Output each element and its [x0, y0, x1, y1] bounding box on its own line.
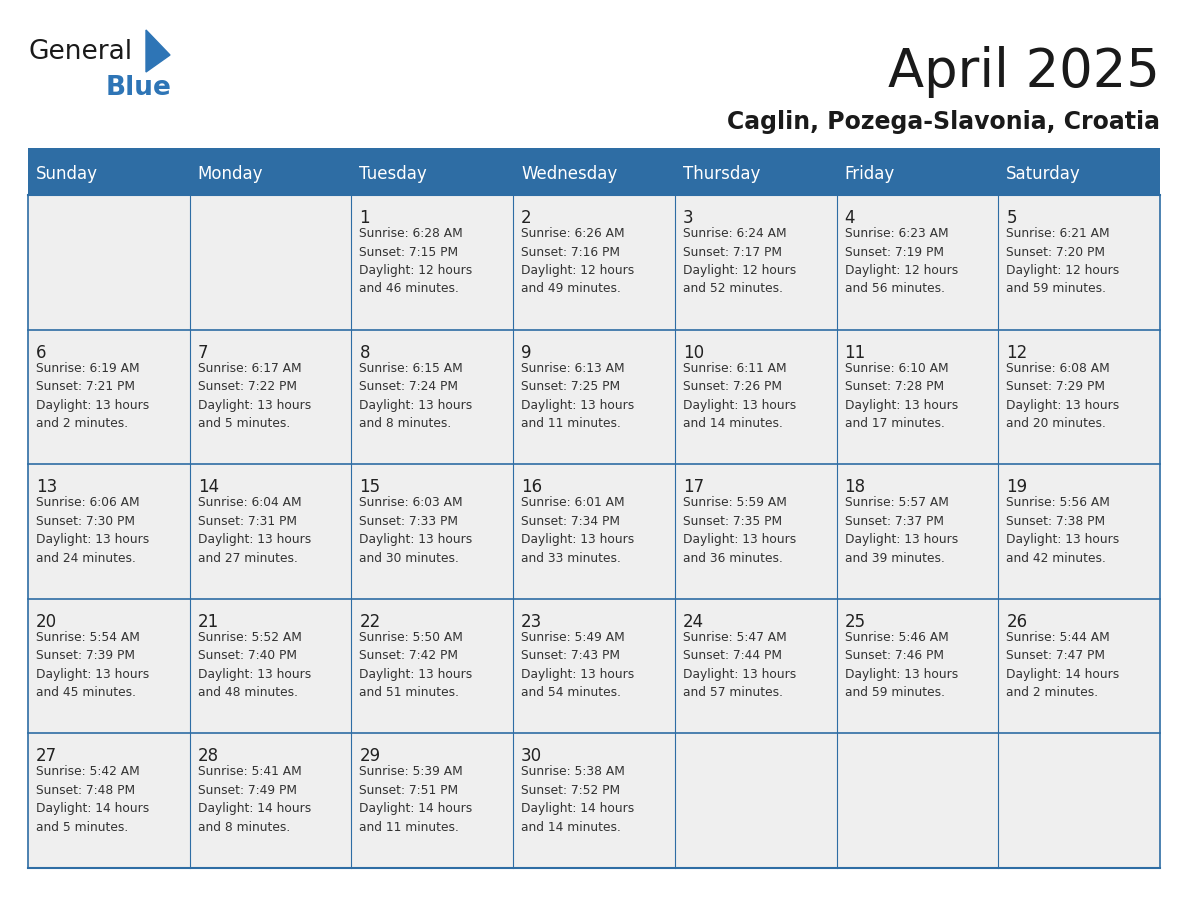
Text: Sunrise: 6:01 AM
Sunset: 7:34 PM
Daylight: 13 hours
and 33 minutes.: Sunrise: 6:01 AM Sunset: 7:34 PM Dayligh… — [522, 497, 634, 565]
Text: Sunrise: 5:54 AM
Sunset: 7:39 PM
Daylight: 13 hours
and 45 minutes.: Sunrise: 5:54 AM Sunset: 7:39 PM Dayligh… — [36, 631, 150, 700]
Text: Blue: Blue — [106, 75, 172, 101]
Text: 15: 15 — [360, 478, 380, 497]
Text: Sunrise: 5:56 AM
Sunset: 7:38 PM
Daylight: 13 hours
and 42 minutes.: Sunrise: 5:56 AM Sunset: 7:38 PM Dayligh… — [1006, 497, 1119, 565]
Text: Sunrise: 6:10 AM
Sunset: 7:28 PM
Daylight: 13 hours
and 17 minutes.: Sunrise: 6:10 AM Sunset: 7:28 PM Dayligh… — [845, 362, 958, 431]
Text: Sunrise: 6:15 AM
Sunset: 7:24 PM
Daylight: 13 hours
and 8 minutes.: Sunrise: 6:15 AM Sunset: 7:24 PM Dayligh… — [360, 362, 473, 431]
Text: Friday: Friday — [845, 165, 895, 183]
Bar — [29, 153, 1159, 195]
Text: 6: 6 — [36, 343, 46, 362]
Text: Sunrise: 6:04 AM
Sunset: 7:31 PM
Daylight: 13 hours
and 27 minutes.: Sunrise: 6:04 AM Sunset: 7:31 PM Dayligh… — [197, 497, 311, 565]
Text: Caglin, Pozega-Slavonia, Croatia: Caglin, Pozega-Slavonia, Croatia — [727, 110, 1159, 134]
Text: Sunrise: 5:57 AM
Sunset: 7:37 PM
Daylight: 13 hours
and 39 minutes.: Sunrise: 5:57 AM Sunset: 7:37 PM Dayligh… — [845, 497, 958, 565]
Text: Sunrise: 5:44 AM
Sunset: 7:47 PM
Daylight: 14 hours
and 2 minutes.: Sunrise: 5:44 AM Sunset: 7:47 PM Dayligh… — [1006, 631, 1119, 700]
Text: 4: 4 — [845, 209, 855, 227]
Bar — [29, 733, 1159, 868]
Text: Sunrise: 5:41 AM
Sunset: 7:49 PM
Daylight: 14 hours
and 8 minutes.: Sunrise: 5:41 AM Sunset: 7:49 PM Dayligh… — [197, 766, 311, 834]
Text: Thursday: Thursday — [683, 165, 760, 183]
Bar — [29, 195, 1159, 330]
Text: Sunrise: 6:28 AM
Sunset: 7:15 PM
Daylight: 12 hours
and 46 minutes.: Sunrise: 6:28 AM Sunset: 7:15 PM Dayligh… — [360, 227, 473, 296]
Text: 10: 10 — [683, 343, 704, 362]
Bar — [29, 148, 1159, 153]
Text: 28: 28 — [197, 747, 219, 766]
Text: 22: 22 — [360, 613, 380, 631]
Text: 17: 17 — [683, 478, 704, 497]
Text: Sunday: Sunday — [36, 165, 97, 183]
Text: Sunrise: 5:46 AM
Sunset: 7:46 PM
Daylight: 13 hours
and 59 minutes.: Sunrise: 5:46 AM Sunset: 7:46 PM Dayligh… — [845, 631, 958, 700]
Text: 14: 14 — [197, 478, 219, 497]
Text: Sunrise: 6:26 AM
Sunset: 7:16 PM
Daylight: 12 hours
and 49 minutes.: Sunrise: 6:26 AM Sunset: 7:16 PM Dayligh… — [522, 227, 634, 296]
Text: Sunrise: 6:13 AM
Sunset: 7:25 PM
Daylight: 13 hours
and 11 minutes.: Sunrise: 6:13 AM Sunset: 7:25 PM Dayligh… — [522, 362, 634, 431]
Text: 1: 1 — [360, 209, 369, 227]
Text: Sunrise: 5:39 AM
Sunset: 7:51 PM
Daylight: 14 hours
and 11 minutes.: Sunrise: 5:39 AM Sunset: 7:51 PM Dayligh… — [360, 766, 473, 834]
Text: Sunrise: 5:59 AM
Sunset: 7:35 PM
Daylight: 13 hours
and 36 minutes.: Sunrise: 5:59 AM Sunset: 7:35 PM Dayligh… — [683, 497, 796, 565]
Text: Sunrise: 5:49 AM
Sunset: 7:43 PM
Daylight: 13 hours
and 54 minutes.: Sunrise: 5:49 AM Sunset: 7:43 PM Dayligh… — [522, 631, 634, 700]
Text: 20: 20 — [36, 613, 57, 631]
Text: Monday: Monday — [197, 165, 264, 183]
Text: Sunrise: 5:47 AM
Sunset: 7:44 PM
Daylight: 13 hours
and 57 minutes.: Sunrise: 5:47 AM Sunset: 7:44 PM Dayligh… — [683, 631, 796, 700]
Text: 12: 12 — [1006, 343, 1028, 362]
Text: 18: 18 — [845, 478, 866, 497]
Text: 26: 26 — [1006, 613, 1028, 631]
Text: 11: 11 — [845, 343, 866, 362]
Text: 27: 27 — [36, 747, 57, 766]
Text: Sunrise: 5:42 AM
Sunset: 7:48 PM
Daylight: 14 hours
and 5 minutes.: Sunrise: 5:42 AM Sunset: 7:48 PM Dayligh… — [36, 766, 150, 834]
Text: 16: 16 — [522, 478, 542, 497]
Text: 7: 7 — [197, 343, 208, 362]
Text: Saturday: Saturday — [1006, 165, 1081, 183]
Text: 8: 8 — [360, 343, 369, 362]
Text: Sunrise: 6:21 AM
Sunset: 7:20 PM
Daylight: 12 hours
and 59 minutes.: Sunrise: 6:21 AM Sunset: 7:20 PM Dayligh… — [1006, 227, 1119, 296]
Text: Sunrise: 5:52 AM
Sunset: 7:40 PM
Daylight: 13 hours
and 48 minutes.: Sunrise: 5:52 AM Sunset: 7:40 PM Dayligh… — [197, 631, 311, 700]
Bar — [29, 330, 1159, 465]
Text: 3: 3 — [683, 209, 694, 227]
Text: Tuesday: Tuesday — [360, 165, 428, 183]
Text: 9: 9 — [522, 343, 532, 362]
Text: 24: 24 — [683, 613, 704, 631]
Text: 25: 25 — [845, 613, 866, 631]
Bar — [29, 465, 1159, 599]
Text: April 2025: April 2025 — [889, 46, 1159, 98]
Text: Sunrise: 6:11 AM
Sunset: 7:26 PM
Daylight: 13 hours
and 14 minutes.: Sunrise: 6:11 AM Sunset: 7:26 PM Dayligh… — [683, 362, 796, 431]
Text: Sunrise: 6:23 AM
Sunset: 7:19 PM
Daylight: 12 hours
and 56 minutes.: Sunrise: 6:23 AM Sunset: 7:19 PM Dayligh… — [845, 227, 958, 296]
Text: 5: 5 — [1006, 209, 1017, 227]
Text: Sunrise: 5:50 AM
Sunset: 7:42 PM
Daylight: 13 hours
and 51 minutes.: Sunrise: 5:50 AM Sunset: 7:42 PM Dayligh… — [360, 631, 473, 700]
Text: 13: 13 — [36, 478, 57, 497]
Text: 23: 23 — [522, 613, 543, 631]
Text: Sunrise: 6:06 AM
Sunset: 7:30 PM
Daylight: 13 hours
and 24 minutes.: Sunrise: 6:06 AM Sunset: 7:30 PM Dayligh… — [36, 497, 150, 565]
Text: Sunrise: 6:03 AM
Sunset: 7:33 PM
Daylight: 13 hours
and 30 minutes.: Sunrise: 6:03 AM Sunset: 7:33 PM Dayligh… — [360, 497, 473, 565]
Text: 29: 29 — [360, 747, 380, 766]
Text: 19: 19 — [1006, 478, 1028, 497]
Text: Sunrise: 6:08 AM
Sunset: 7:29 PM
Daylight: 13 hours
and 20 minutes.: Sunrise: 6:08 AM Sunset: 7:29 PM Dayligh… — [1006, 362, 1119, 431]
Polygon shape — [146, 30, 170, 72]
Bar — [29, 599, 1159, 733]
Text: General: General — [29, 39, 132, 65]
Text: Sunrise: 6:19 AM
Sunset: 7:21 PM
Daylight: 13 hours
and 2 minutes.: Sunrise: 6:19 AM Sunset: 7:21 PM Dayligh… — [36, 362, 150, 431]
Text: 30: 30 — [522, 747, 542, 766]
Text: Sunrise: 6:24 AM
Sunset: 7:17 PM
Daylight: 12 hours
and 52 minutes.: Sunrise: 6:24 AM Sunset: 7:17 PM Dayligh… — [683, 227, 796, 296]
Text: 2: 2 — [522, 209, 532, 227]
Text: Wednesday: Wednesday — [522, 165, 618, 183]
Text: Sunrise: 5:38 AM
Sunset: 7:52 PM
Daylight: 14 hours
and 14 minutes.: Sunrise: 5:38 AM Sunset: 7:52 PM Dayligh… — [522, 766, 634, 834]
Text: Sunrise: 6:17 AM
Sunset: 7:22 PM
Daylight: 13 hours
and 5 minutes.: Sunrise: 6:17 AM Sunset: 7:22 PM Dayligh… — [197, 362, 311, 431]
Text: 21: 21 — [197, 613, 219, 631]
